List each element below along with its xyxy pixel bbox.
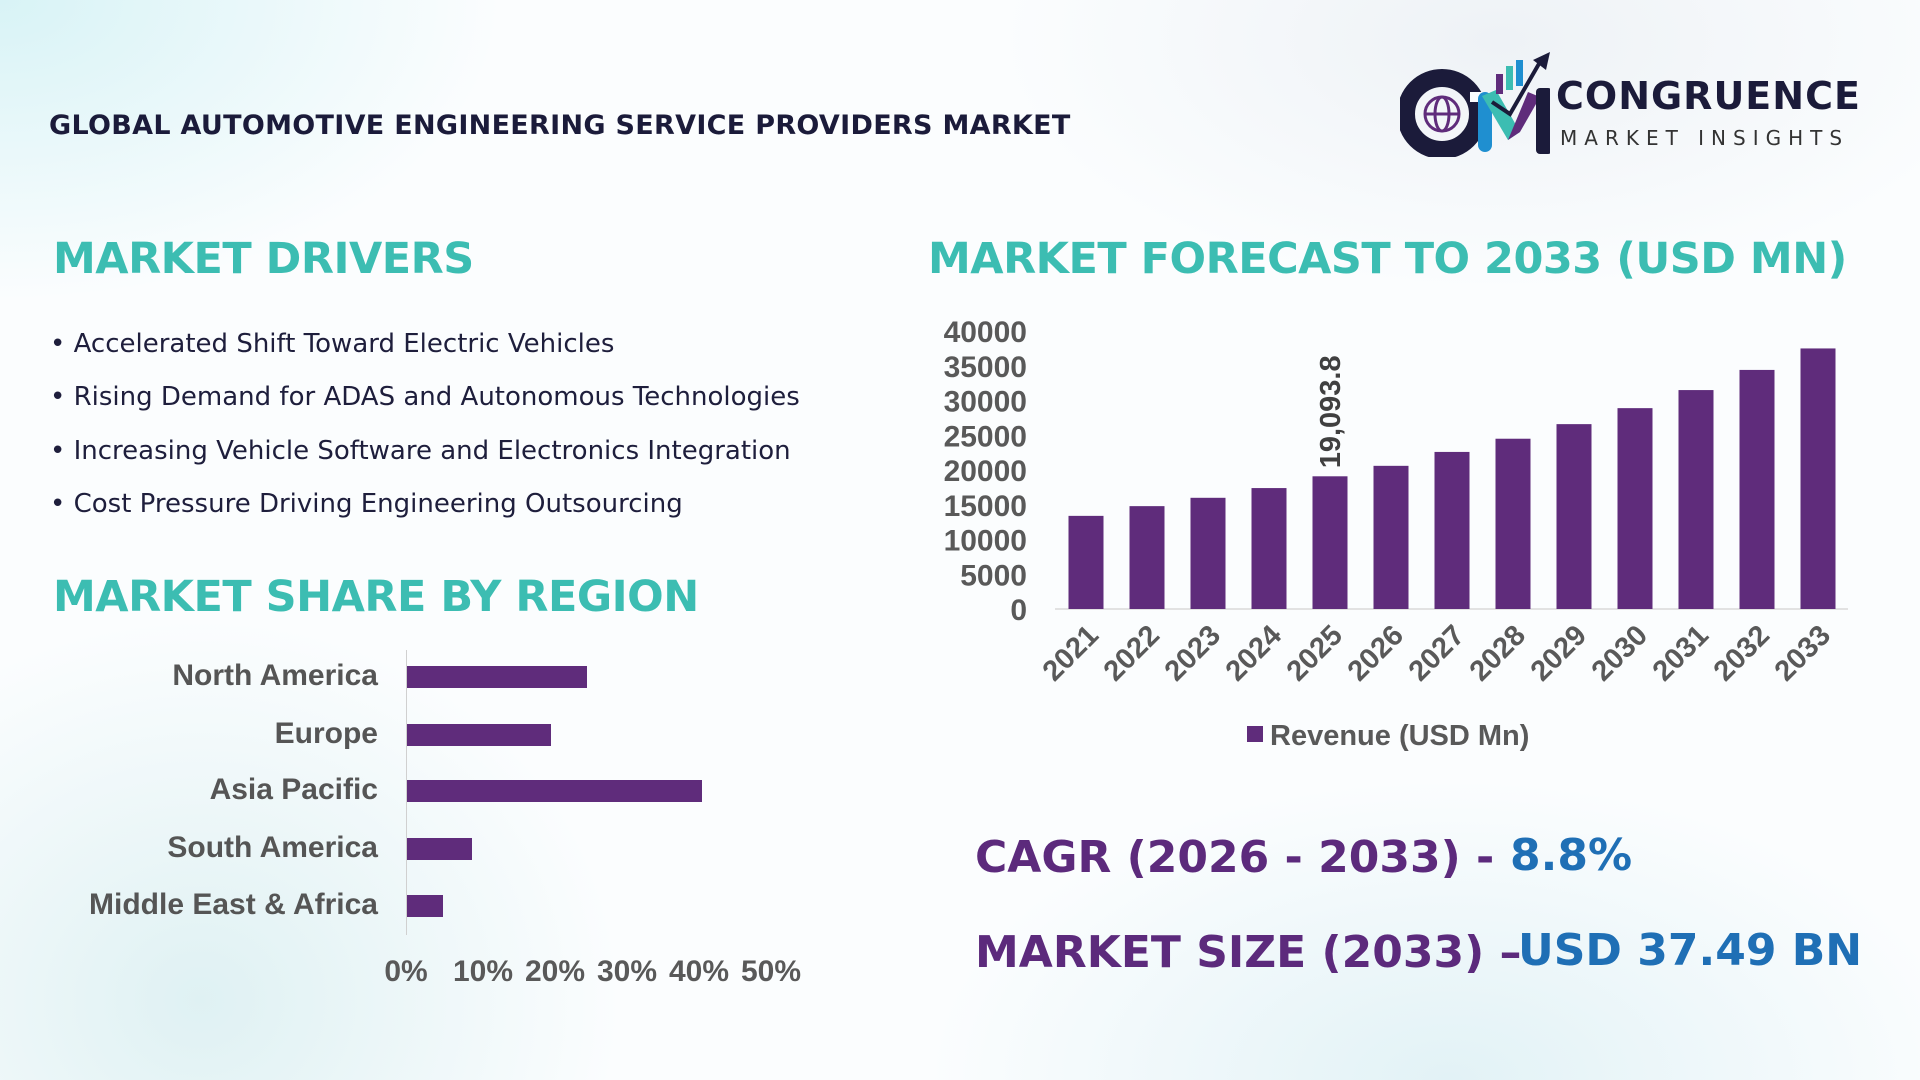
x-tick-label: 2022 [1098,619,1166,687]
market-size-value: USD 37.49 BN [1518,925,1863,976]
region-label: Asia Pacific [209,773,378,806]
y-tick-label: 25000 [944,420,1027,453]
logo-tagline: MARKET INSIGHTS [1560,126,1850,150]
forecast-bar [1617,408,1653,609]
x-tick-label: 2025 [1281,619,1349,687]
y-tick-label: 15000 [944,490,1027,523]
y-tick-label: 40000 [944,316,1027,349]
logo: CONGRUENCE MARKET INSIGHTS [1400,52,1870,157]
region-x-tick: 50% [741,955,802,988]
region-bar [407,895,443,917]
forecast-bar [1129,506,1165,609]
forecast-bar [1495,438,1531,609]
driver-item: • Cost Pressure Driving Engineering Outs… [50,489,683,519]
data-label: 19,093.8 [1315,355,1347,468]
y-tick-label: 20000 [944,455,1027,488]
driver-item: • Rising Demand for ADAS and Autonomous … [50,382,800,412]
x-tick-label: 2027 [1403,619,1471,687]
x-tick-label: 2031 [1647,619,1715,687]
x-tick-label: 2029 [1525,619,1593,687]
driver-item: • Accelerated Shift Toward Electric Vehi… [50,329,615,359]
market-size-label: MARKET SIZE (2033) – [975,927,1522,978]
region-bar [407,780,703,802]
drivers-heading: MARKET DRIVERS [53,234,474,284]
forecast-heading: MARKET FORECAST TO 2033 (USD MN) [928,234,1847,284]
forecast-bar [1800,348,1836,609]
x-tick-label: 2023 [1159,619,1227,687]
cagr-value: 8.8% [1510,830,1633,881]
region-x-tick: 10% [453,955,514,988]
x-tick-label: 2032 [1708,619,1776,687]
y-tick-label: 10000 [944,525,1027,558]
region-x-tick: 40% [669,955,730,988]
legend-label: Revenue (USD Mn) [1270,720,1529,752]
forecast-bar [1251,488,1287,609]
region-heading: MARKET SHARE BY REGION [53,572,699,622]
region-bar [407,724,551,746]
region-bar [407,838,472,860]
forecast-bar [1739,369,1775,609]
y-tick-label: 35000 [944,351,1027,384]
region-x-tick: 30% [597,955,658,988]
cagr-label: CAGR (2026 - 2033) - [975,832,1495,883]
region-x-tick: 0% [384,955,428,988]
x-tick-label: 2028 [1464,619,1532,687]
forecast-bar [1312,476,1348,609]
x-tick-label: 2033 [1769,619,1837,687]
forecast-bar [1190,497,1226,609]
logo-name: CONGRUENCE [1556,74,1861,118]
x-tick-label: 2021 [1037,619,1105,687]
region-label: Middle East & Africa [89,888,378,921]
region-bar [407,666,587,688]
region-label: South America [167,831,378,864]
y-tick-label: 0 [1010,594,1027,627]
forecast-bar [1373,465,1409,609]
forecast-bar [1068,515,1104,609]
driver-item: • Increasing Vehicle Software and Electr… [50,436,791,466]
region-label: North America [172,659,378,692]
y-tick-label: 5000 [960,559,1027,592]
page-title: GLOBAL AUTOMOTIVE ENGINEERING SERVICE PR… [49,110,1071,141]
y-tick-label: 30000 [944,386,1027,419]
region-axis-line [406,650,407,935]
x-tick-label: 2026 [1342,619,1410,687]
region-label: Europe [274,717,378,750]
logo-mark-icon [1400,52,1550,157]
forecast-bar [1678,390,1714,609]
forecast-bar [1556,424,1592,609]
forecast-bar [1434,451,1470,609]
region-x-tick: 20% [525,955,586,988]
legend-swatch [1247,726,1263,742]
x-tick-label: 2024 [1220,619,1288,687]
x-tick-label: 2030 [1586,619,1654,687]
